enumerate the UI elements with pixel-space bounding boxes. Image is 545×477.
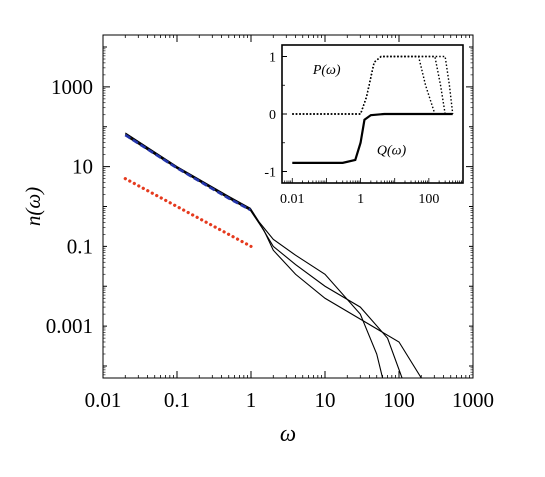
y-tick-label: 10: [72, 155, 93, 179]
main-series-line-0: [124, 132, 384, 378]
x-tick-label: 0.01: [85, 388, 122, 412]
x-tick-label: 1000: [452, 388, 494, 412]
inset-annotation: P(ω): [312, 63, 341, 78]
inset-annotation: Q(ω): [377, 143, 407, 158]
inset-series-group: [292, 55, 454, 164]
inset-y-tick-label: 1: [269, 51, 276, 66]
x-tick-label: 10: [315, 388, 336, 412]
inset-x-tick-label: 0.01: [280, 192, 305, 207]
y-tick-label: 0.1: [67, 234, 93, 258]
y-tick-label: 0.001: [46, 314, 93, 338]
inset-x-tick-label: 100: [418, 192, 439, 207]
x-tick-label: 1: [246, 388, 257, 412]
x-tick-label: 100: [383, 388, 415, 412]
y-tick-label: 1000: [51, 75, 93, 99]
x-tick-label: 0.1: [164, 388, 190, 412]
main-series-line-3: [124, 133, 251, 212]
inset-y-tick-label: -1: [264, 166, 276, 181]
main-series-line-4: [123, 177, 253, 248]
inset-series-line-3: [292, 112, 453, 164]
x-axis-title: ω: [280, 421, 296, 446]
inset-y-tick-label: 0: [269, 108, 276, 123]
y-axis-title: n(ω): [21, 187, 45, 226]
inset-series-line-2: [292, 55, 454, 115]
main-series-group: [123, 132, 422, 378]
inset-x-tick-label: 1: [357, 192, 364, 207]
